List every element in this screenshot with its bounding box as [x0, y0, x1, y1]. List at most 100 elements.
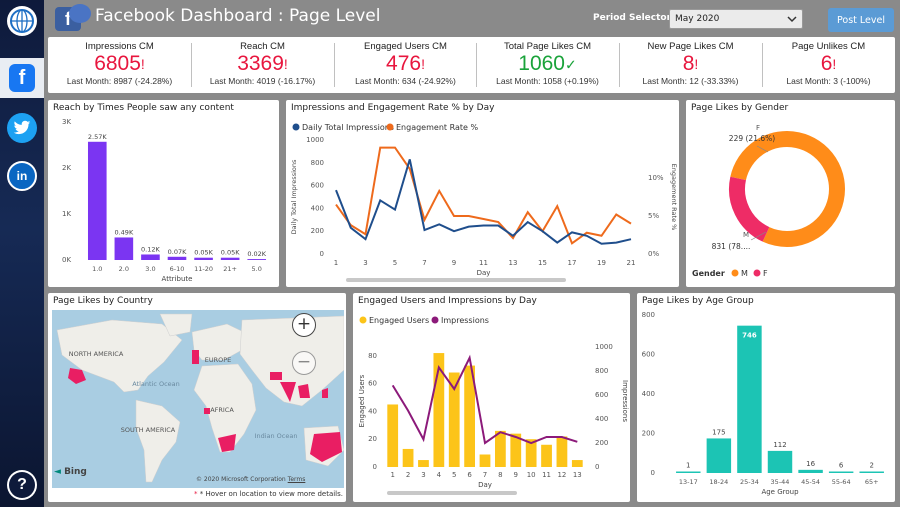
- africa-landmass: [193, 363, 257, 453]
- reach-bar: [141, 254, 160, 260]
- age-bar: [676, 471, 701, 473]
- tick-label: 600: [595, 391, 608, 399]
- age-bar: [737, 325, 762, 473]
- map-label: AFRICA: [210, 406, 234, 414]
- tick-label: 12: [557, 471, 566, 479]
- engaged-users-bar: [402, 448, 414, 467]
- period-selector-dropdown[interactable]: May 2020: [669, 9, 803, 29]
- tick-label: 600: [642, 351, 655, 359]
- country-usa: [68, 368, 86, 384]
- help-icon[interactable]: ?: [7, 470, 37, 500]
- data-label: 0.07K: [168, 248, 187, 256]
- country-south-africa: [218, 434, 236, 452]
- chart-title: Page Likes by Age Group: [642, 296, 754, 306]
- tick-label: 0: [651, 469, 655, 477]
- slice-label: F: [756, 124, 760, 132]
- south-america-landmass: [135, 399, 181, 483]
- country-map-card: Page Likes by Country NORTH AMERICA EURO…: [48, 293, 346, 502]
- kpi-last-month: Last Month: 12 (-33.33%): [642, 76, 739, 86]
- legend-dot: [753, 269, 761, 277]
- reach-bar: [167, 256, 187, 260]
- reach-bar: [194, 257, 213, 260]
- engagement-rate-line: [335, 146, 632, 245]
- tick-label: 5: [452, 471, 456, 479]
- kpi-title: Page Unlikes CM: [791, 41, 866, 52]
- sidebar-item-facebook[interactable]: f: [0, 58, 44, 98]
- tick-label: 0: [320, 250, 324, 258]
- kpi-title: Reach CM: [240, 41, 285, 52]
- linkedin-icon[interactable]: in: [7, 161, 37, 191]
- data-label: 1: [686, 462, 690, 470]
- tick-label: 18-24: [709, 478, 728, 486]
- zoom-in-button[interactable]: +: [292, 313, 316, 337]
- axis-label: Daily Total Impressions: [290, 159, 298, 234]
- tick-label: 13-17: [679, 478, 698, 486]
- globe-logo-icon[interactable]: [7, 6, 37, 36]
- kpi-value: 1060✓: [518, 52, 577, 75]
- tick-label: 3.0: [145, 265, 155, 273]
- slice-label: M: [743, 231, 749, 239]
- tick-label: 2: [406, 471, 410, 479]
- age-bar: [798, 469, 823, 473]
- tick-label: 1000: [595, 343, 613, 351]
- tick-label: 6-10: [170, 265, 185, 273]
- country-australia: [310, 432, 342, 462]
- kpi-title: Total Page Likes CM: [503, 41, 592, 52]
- engaged-users-bar: [571, 460, 583, 467]
- engaged-users-bar: [510, 433, 522, 467]
- engaged-users-bar: [433, 353, 445, 467]
- post-level-button[interactable]: Post Level: [828, 8, 894, 32]
- kpi-engaged-users: Engaged Users CM 476! Last Month: 634 (-…: [334, 37, 477, 93]
- terms-link[interactable]: Terms: [287, 476, 306, 483]
- tick-label: 6: [467, 471, 472, 479]
- reach-chart: 0K 1K 2K 3K 2.57K 1.0 0.49K 2.0 0.12K 3.0 0.07K 6-1…: [62, 118, 267, 283]
- engaged-users-bar: [448, 372, 460, 467]
- tick-label: 400: [311, 204, 324, 212]
- zoom-out-button[interactable]: −: [292, 351, 316, 375]
- tick-label: 15: [538, 259, 547, 267]
- country-uk: [192, 350, 199, 364]
- map-label: Indian Ocean: [255, 432, 298, 440]
- legend-dot: [386, 123, 394, 131]
- tick-label: 800: [642, 311, 655, 319]
- map-label: EUROPE: [205, 356, 232, 364]
- tick-label: 13: [509, 259, 518, 267]
- engaged-users-bar: [387, 404, 399, 467]
- age-chart: 0 200 400 600 800 1 13-17 175 18-24 746 25-34 112 35…: [642, 311, 884, 496]
- north-america-landmass: [56, 319, 183, 393]
- axis-label: Engagement Rate %: [670, 164, 678, 231]
- tick-label: 400: [642, 390, 655, 398]
- tick-label: 0%: [648, 250, 659, 258]
- tick-label: 11-20: [194, 265, 213, 273]
- kpi-total-page-likes: Total Page Likes CM 1060✓ Last Month: 10…: [476, 37, 619, 93]
- tick-label: 55-64: [832, 478, 851, 486]
- data-label: 0.12K: [141, 245, 160, 253]
- engaged-users-bar: [525, 439, 537, 467]
- map-label: NORTH AMERICA: [69, 350, 124, 358]
- world-map[interactable]: NORTH AMERICA EUROPE Atlantic Ocean AFRI…: [52, 310, 344, 488]
- tick-label: 9: [514, 471, 518, 479]
- chart-title: Impressions and Engagement Rate % by Day: [291, 103, 495, 113]
- kpi-title: Impressions CM: [85, 41, 154, 52]
- tick-label: 20: [368, 435, 377, 443]
- axis-label: Engaged Users: [358, 374, 366, 427]
- tick-label: 80: [368, 352, 377, 360]
- twitter-icon[interactable]: [7, 113, 37, 143]
- hover-note: * * Hover on location to view more detai…: [194, 490, 344, 498]
- tick-label: 400: [595, 415, 608, 423]
- country-middle-east: [270, 372, 282, 380]
- kpi-row: Impressions CM 6805! Last Month: 8987 (-…: [48, 37, 895, 93]
- engaged-users-bar: [464, 365, 475, 467]
- tick-label: 3K: [62, 118, 71, 126]
- impressions-chart-card: Impressions and Engagement Rate % by Day…: [286, 100, 679, 287]
- engaged-users-bar: [418, 460, 429, 467]
- tick-label: 0K: [62, 256, 71, 264]
- tick-label: 25-34: [740, 478, 759, 486]
- impressions-line: [391, 354, 578, 445]
- impressions-line: [335, 159, 632, 245]
- data-label: 0.49K: [114, 228, 133, 236]
- greenland-landmass: [159, 313, 193, 337]
- tick-label: 3: [421, 471, 425, 479]
- data-label: 831 (78....: [712, 242, 751, 251]
- leader-line: [750, 231, 767, 241]
